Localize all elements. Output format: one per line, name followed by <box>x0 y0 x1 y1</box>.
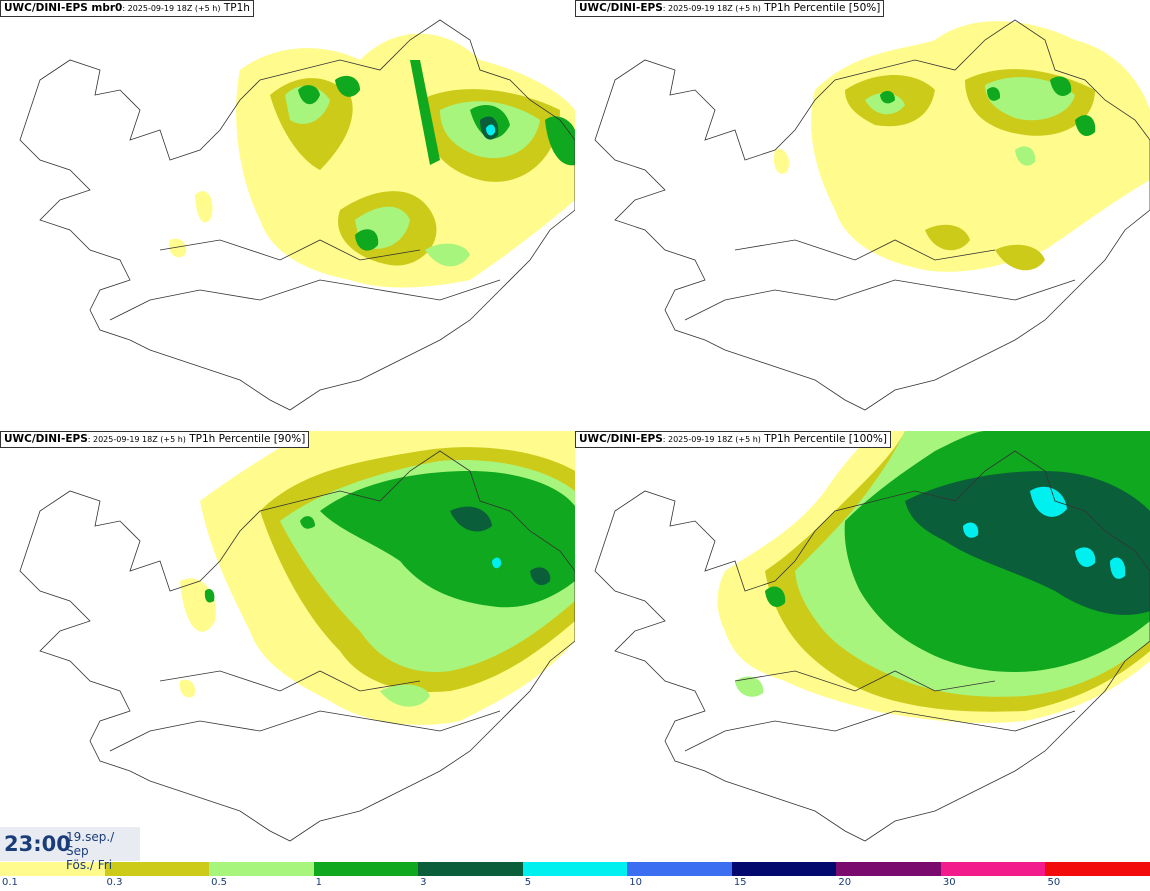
map-panel-member0: UWC/DINI-EPS mbr0: 2025-09-19 18Z (+5 h)… <box>0 0 575 431</box>
precip-cyan <box>963 486 1126 579</box>
valid-date-line1: 19.sep./ Sep <box>66 830 115 858</box>
precip-cyan <box>492 557 502 569</box>
legend-tick-label: 3 <box>420 877 427 888</box>
legend-swatch <box>1045 862 1150 876</box>
valid-date: 19.sep./ Sep Fös./ Fri <box>66 830 140 872</box>
precip-darkgreen <box>450 506 551 586</box>
precipitation-map <box>19 431 575 842</box>
legend-swatch <box>313 862 419 876</box>
legend-tick-label: 1 <box>315 877 322 888</box>
color-legend: 0.1 0.3 0.5 1 3 5 10 15 20 30 50 <box>0 862 1150 891</box>
legend-swatch <box>418 862 524 876</box>
legend-tick-label: 10 <box>629 877 642 888</box>
legend-tick-label: 5 <box>524 877 532 888</box>
iceland-coastline <box>19 450 575 842</box>
legend-swatch <box>627 862 733 876</box>
legend-swatch <box>0 862 106 876</box>
valid-date-line2: Fös./ Fri <box>66 858 113 872</box>
panel-title: UWC/DINI-EPS mbr0: 2025-09-19 18Z (+5 h)… <box>0 0 254 17</box>
legend-tick-label: 15 <box>733 877 747 888</box>
legend-tick-label: 0.5 <box>211 877 227 888</box>
map-panel-p90: UWC/DINI-EPS: 2025-09-19 18Z (+5 h) TP1h… <box>0 431 575 862</box>
legend-tick-label: 50 <box>1047 877 1061 888</box>
legend-swatch <box>731 862 837 876</box>
iceland-coastline <box>594 19 1150 411</box>
precip-darkgreen <box>905 471 1150 615</box>
precipitation-map <box>594 431 1150 842</box>
legend-swatch <box>522 862 628 876</box>
legend-swatch <box>940 862 1046 876</box>
iceland-coastline <box>594 450 1150 842</box>
map-panel-p50: UWC/DINI-EPS: 2025-09-19 18Z (+5 h) TP1h… <box>575 0 1150 431</box>
legend-tick-label: 30 <box>942 877 956 888</box>
valid-time-box: 23:00 19.sep./ Sep Fös./ Fri <box>0 827 140 872</box>
precip-green <box>298 60 575 251</box>
panel-title: UWC/DINI-EPS: 2025-09-19 18Z (+5 h) TP1h… <box>575 0 885 17</box>
legend-tick-label: 0.3 <box>106 877 123 888</box>
panel-title: UWC/DINI-EPS: 2025-09-19 18Z (+5 h) TP1h… <box>575 431 891 448</box>
iceland-coastline <box>19 19 575 411</box>
legend-swatch <box>104 862 210 876</box>
precipitation-map <box>594 19 1150 411</box>
precipitation-map <box>19 19 575 411</box>
legend-tick-label: 0.1 <box>2 877 18 888</box>
legend-swatch <box>836 862 942 876</box>
precip-green <box>880 76 1096 136</box>
map-panel-p100: UWC/DINI-EPS: 2025-09-19 18Z (+5 h) TP1h… <box>575 431 1150 862</box>
precip-cyan <box>486 124 496 136</box>
legend-tick-label: 20 <box>838 877 852 888</box>
legend-swatch <box>209 862 315 876</box>
panel-title: UWC/DINI-EPS: 2025-09-19 18Z (+5 h) TP1h… <box>0 431 310 448</box>
valid-time: 23:00 <box>4 832 71 856</box>
precip-green <box>204 471 575 608</box>
precip-lightgreen <box>865 77 1075 166</box>
